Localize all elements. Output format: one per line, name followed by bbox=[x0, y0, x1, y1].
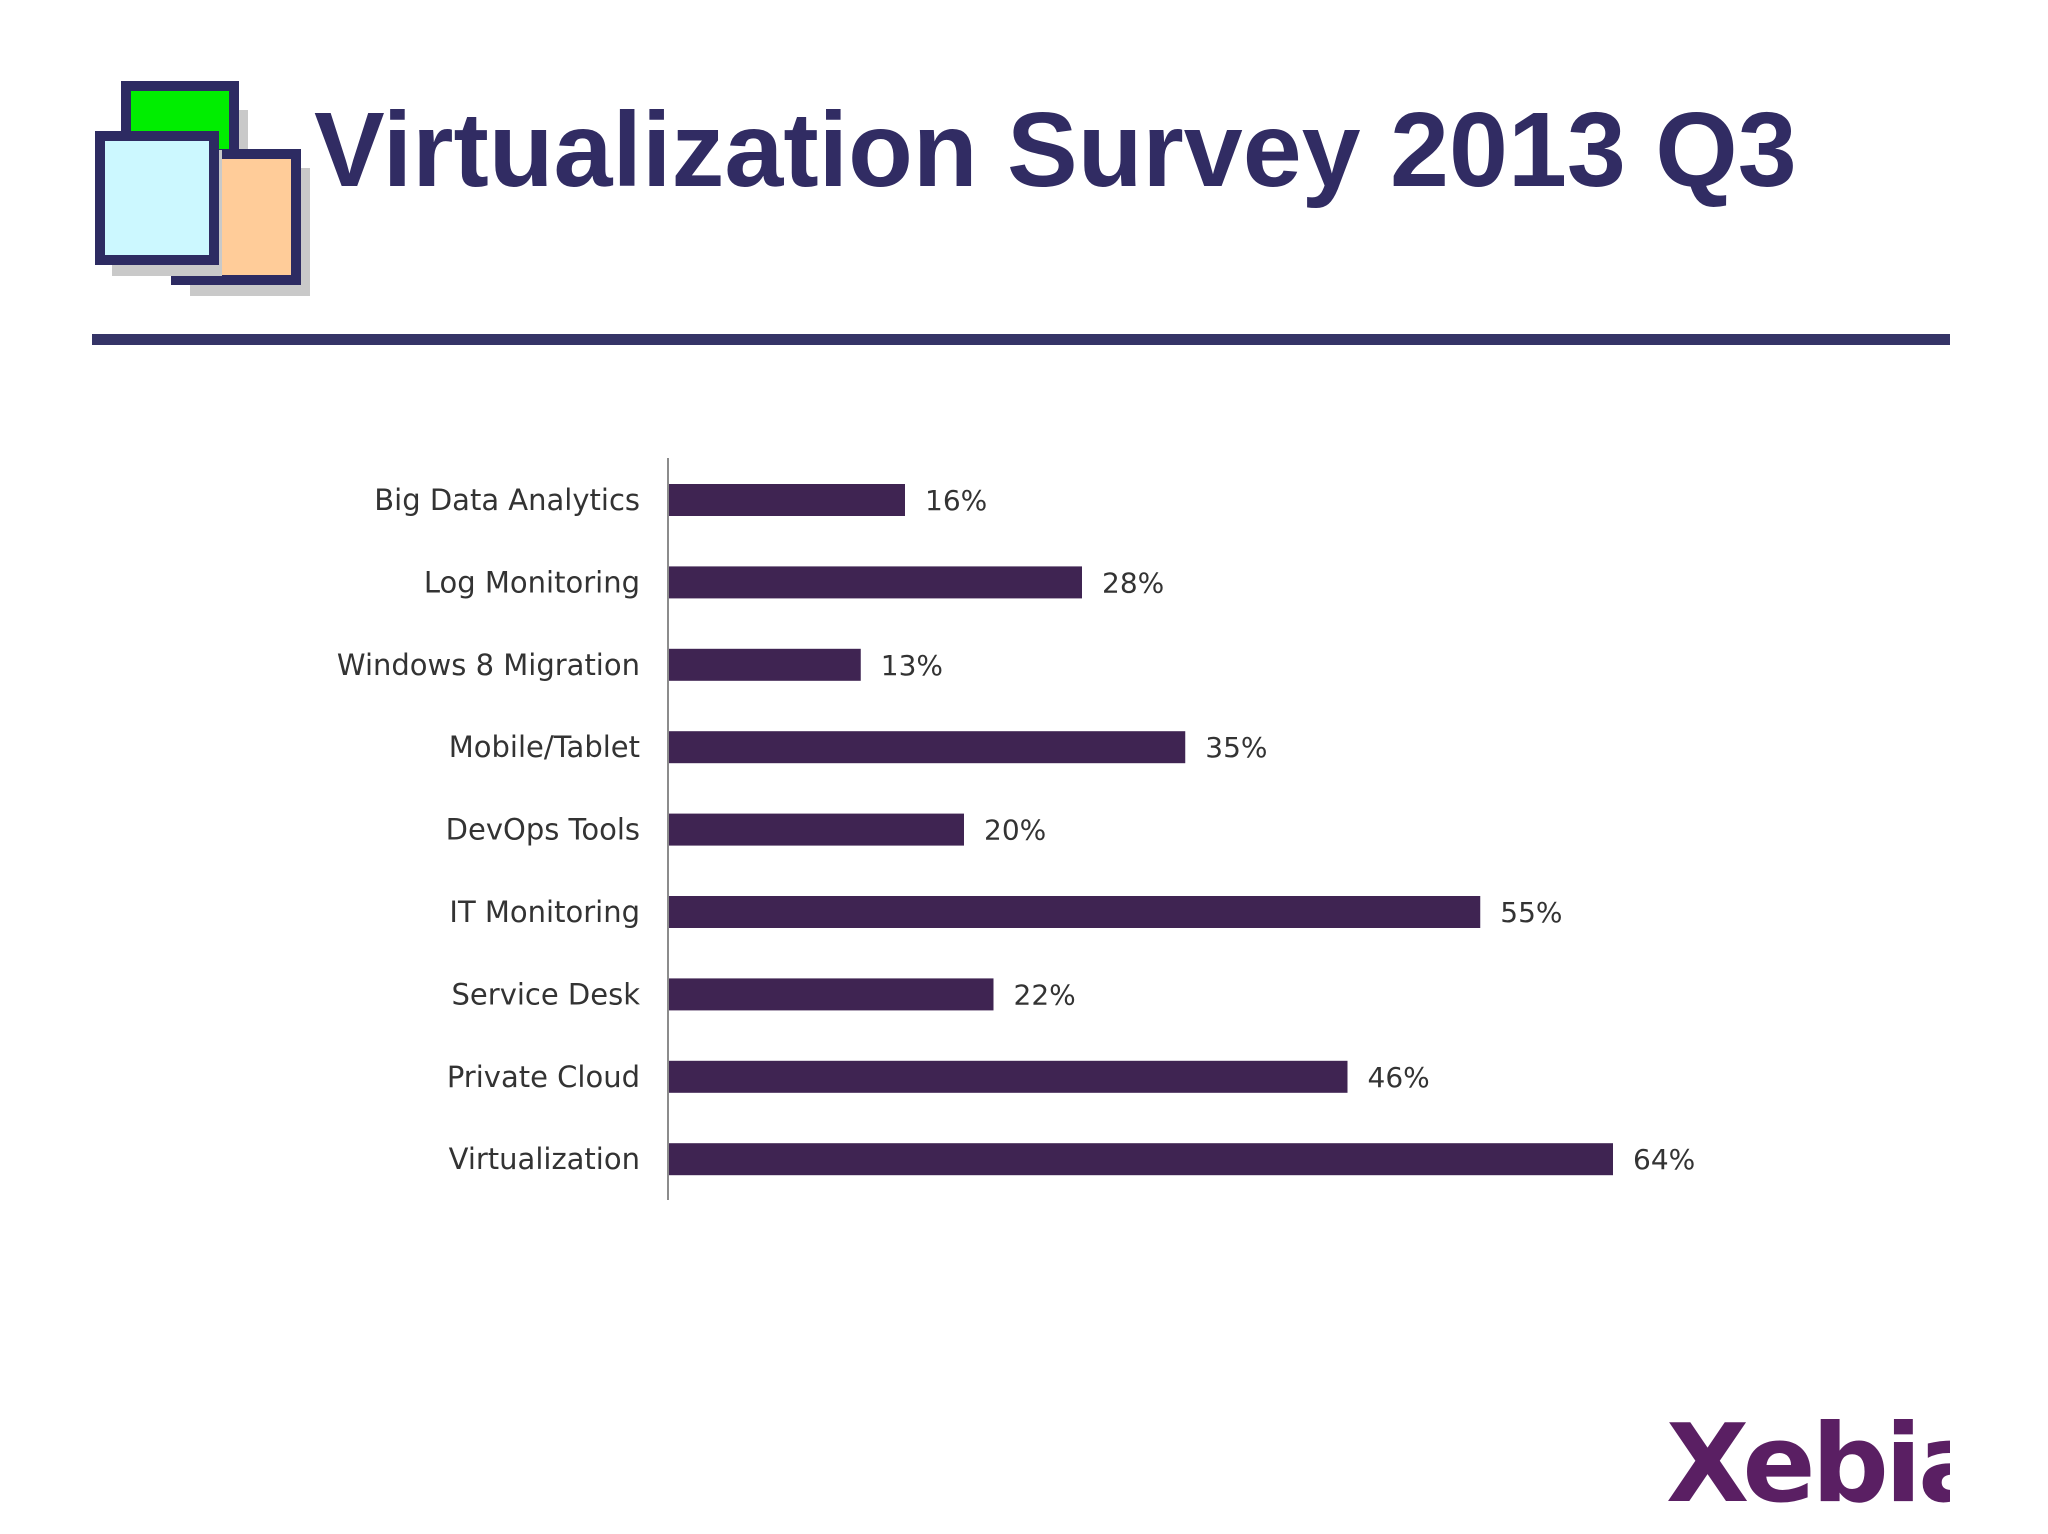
bar bbox=[669, 731, 1186, 764]
slide-title: Virtualization Survey 2013 Q3 bbox=[314, 91, 1797, 209]
category-label: IT Monitoring bbox=[449, 895, 640, 929]
value-label: 55% bbox=[1500, 896, 1562, 929]
category-labels: Big Data Analytics Log Monitoring Windows … bbox=[337, 483, 640, 1176]
icon-window-cyan bbox=[95, 131, 219, 265]
value-label: 16% bbox=[925, 484, 987, 517]
category-label: Windows 8 Migration bbox=[337, 648, 640, 682]
value-label: 22% bbox=[1014, 978, 1076, 1011]
category-label: Virtualization bbox=[449, 1142, 640, 1176]
logo-wordmark: Xebia bbox=[1666, 1405, 1950, 1525]
overlapping-windows-icon bbox=[95, 81, 310, 296]
category-label: Log Monitoring bbox=[424, 565, 640, 599]
category-label: Big Data Analytics bbox=[374, 483, 640, 517]
title-divider bbox=[92, 334, 1950, 345]
bar bbox=[669, 1060, 1348, 1093]
value-label: 20% bbox=[984, 814, 1046, 847]
bars-group bbox=[669, 484, 1613, 1176]
value-label: 35% bbox=[1205, 731, 1267, 764]
value-label: 13% bbox=[881, 649, 943, 682]
bar bbox=[669, 566, 1082, 599]
bar bbox=[669, 813, 964, 846]
value-label: 46% bbox=[1368, 1061, 1430, 1094]
category-label: DevOps Tools bbox=[446, 813, 640, 847]
value-label: 28% bbox=[1102, 566, 1164, 599]
bar bbox=[669, 648, 861, 681]
bar bbox=[669, 978, 994, 1011]
value-label: 64% bbox=[1633, 1143, 1695, 1176]
category-label: Mobile/Tablet bbox=[449, 730, 640, 764]
category-label: Service Desk bbox=[452, 977, 641, 1011]
bar bbox=[669, 896, 1481, 928]
value-labels: 16% 28% 13% 35% 20% 55% 22% 46% 64% bbox=[881, 484, 1695, 1176]
bar bbox=[669, 1143, 1613, 1176]
bar bbox=[669, 484, 905, 516]
category-label: Private Cloud bbox=[447, 1060, 640, 1094]
xebia-logo: Xebia bbox=[1666, 1405, 1950, 1525]
